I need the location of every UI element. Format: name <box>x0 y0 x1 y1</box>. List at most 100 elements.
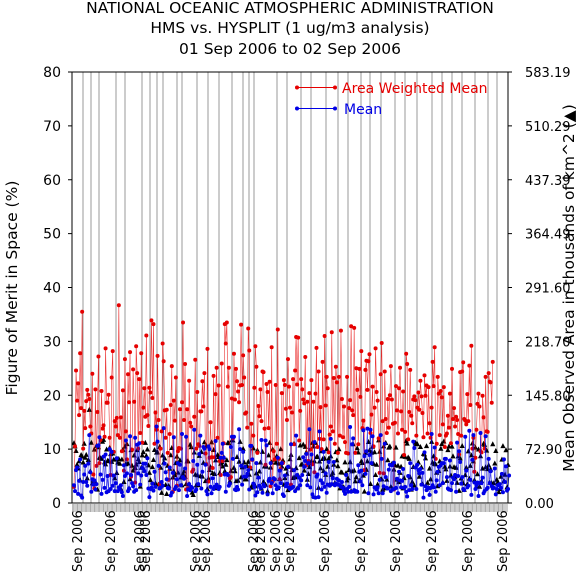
mean-point-231 <box>307 427 312 432</box>
mean-point-333 <box>411 439 416 444</box>
mean-point-334 <box>412 446 417 451</box>
mean-point-407 <box>486 456 491 461</box>
area-weighted-mean-point-238 <box>314 345 319 350</box>
x-tick-label-3: Sep 2006 <box>139 510 154 572</box>
area-triangle-79 <box>151 447 158 453</box>
area-weighted-mean-point-99 <box>172 418 177 423</box>
mean-point-36 <box>108 486 113 491</box>
area-weighted-mean-point-68 <box>141 405 146 410</box>
area-weighted-mean-point-59 <box>132 399 137 404</box>
mean-point-316 <box>393 485 398 490</box>
mean-point-108 <box>182 476 187 481</box>
area-weighted-mean-point-265 <box>342 404 346 409</box>
area-weighted-mean-point-233 <box>309 378 314 383</box>
area-weighted-mean-point-385 <box>464 422 469 427</box>
mean-point-45 <box>117 486 122 491</box>
area-weighted-mean-point-381 <box>460 369 465 374</box>
area-triangle-77 <box>149 464 156 470</box>
area-weighted-mean-point-401 <box>480 393 485 398</box>
area-weighted-mean-point-255 <box>331 376 336 381</box>
area-weighted-mean-point-289 <box>366 359 371 364</box>
area-weighted-mean-point-117 <box>191 467 196 472</box>
area-weighted-mean-point-306 <box>383 416 388 421</box>
mean-point-274 <box>351 436 356 441</box>
area-weighted-mean-point-225 <box>301 397 306 402</box>
area-weighted-mean-point-271 <box>348 398 353 403</box>
area-weighted-mean-point-390 <box>469 343 474 348</box>
mean-point-220 <box>296 486 301 491</box>
area-weighted-mean-point-404 <box>483 374 488 379</box>
area-triangle-266 <box>342 459 348 465</box>
area-weighted-mean-point-278 <box>355 387 360 392</box>
mean-point-168 <box>243 464 248 469</box>
area-weighted-mean-point-3 <box>75 398 80 403</box>
area-weighted-mean-point-194 <box>269 345 274 350</box>
mean-point-40 <box>112 489 117 494</box>
mean-point-369 <box>447 458 452 463</box>
mean-point-321 <box>399 485 404 490</box>
area-triangle-55 <box>127 476 133 482</box>
mean-point-72 <box>145 456 150 461</box>
area-weighted-mean-point-67 <box>140 440 145 445</box>
area-weighted-mean-point-204 <box>279 391 284 396</box>
area-weighted-mean-point-256 <box>332 441 337 446</box>
area-weighted-mean-point-29 <box>101 423 106 428</box>
mean-point-16 <box>88 470 93 475</box>
area-weighted-mean-point-96 <box>169 364 174 369</box>
mean-point-391 <box>470 457 475 462</box>
area-weighted-mean-point-370 <box>448 441 453 446</box>
mean-point-24 <box>96 443 101 448</box>
mean-point-244 <box>320 481 325 486</box>
mean-point-55 <box>128 434 133 439</box>
area-weighted-mean-point-270 <box>347 406 352 411</box>
mean-point-204 <box>279 461 284 466</box>
left-axis-label: Figure of Merit in Space (%) <box>3 181 21 396</box>
area-weighted-mean-point-222 <box>298 408 303 413</box>
mean-point-79 <box>152 469 157 474</box>
x-tick-label-4: Sep 2006 <box>189 510 204 572</box>
x-tick-label-14: Sep 2006 <box>461 510 476 572</box>
area-triangle-171 <box>245 458 251 464</box>
mean-point-414 <box>493 492 498 497</box>
mean-point-161 <box>236 487 241 492</box>
mean-point-139 <box>213 439 218 444</box>
mean-point-399 <box>478 430 483 435</box>
area-weighted-mean-point-142 <box>216 383 221 388</box>
area-triangle-49 <box>121 478 127 484</box>
area-weighted-mean-point-297 <box>374 390 379 395</box>
area-weighted-mean-point-242 <box>318 405 323 410</box>
mean-point-166 <box>241 449 246 454</box>
area-weighted-mean-point-274 <box>351 413 356 418</box>
mean-point-89 <box>162 461 167 466</box>
mean-point-146 <box>220 441 225 446</box>
area-triangle-115 <box>188 444 194 450</box>
x-tick-label-7: Sep 2006 <box>254 510 269 572</box>
mean-point-305 <box>382 441 387 446</box>
right-axis-ticks: 0.00 72.90 145.80 218.70 291.60 364.49 437.39 5… <box>508 66 571 512</box>
area-weighted-mean-point-253 <box>329 330 334 335</box>
area-weighted-mean-point-37 <box>109 375 114 380</box>
area-weighted-mean-point-276 <box>353 450 358 455</box>
area-weighted-mean-point-258 <box>334 380 339 385</box>
mean-point-39 <box>111 473 116 478</box>
area-weighted-mean-point-232 <box>308 447 313 452</box>
area-weighted-mean-point-139 <box>213 392 218 397</box>
area-weighted-mean-point-71 <box>144 333 149 338</box>
area-weighted-mean-point-311 <box>388 364 393 369</box>
area-weighted-mean-point-264 <box>340 435 345 440</box>
area-triangle-239 <box>314 453 321 459</box>
mean-point-48 <box>120 494 125 498</box>
mean-point-111 <box>185 494 190 498</box>
area-triangle-399 <box>477 453 484 459</box>
mean-point-384 <box>463 434 468 439</box>
area-weighted-mean-point-309 <box>386 425 391 430</box>
mean-point-299 <box>376 491 381 496</box>
area-weighted-mean-point-231 <box>307 391 312 396</box>
mean-point-180 <box>255 490 260 495</box>
area-weighted-mean-point-388 <box>467 363 472 368</box>
right-tick-label-7: 510.29 <box>525 120 571 135</box>
area-weighted-mean-point-40 <box>112 419 117 424</box>
mean-point-409 <box>488 469 493 474</box>
mean-point-282 <box>359 468 364 473</box>
area-weighted-mean-point-317 <box>394 408 399 413</box>
